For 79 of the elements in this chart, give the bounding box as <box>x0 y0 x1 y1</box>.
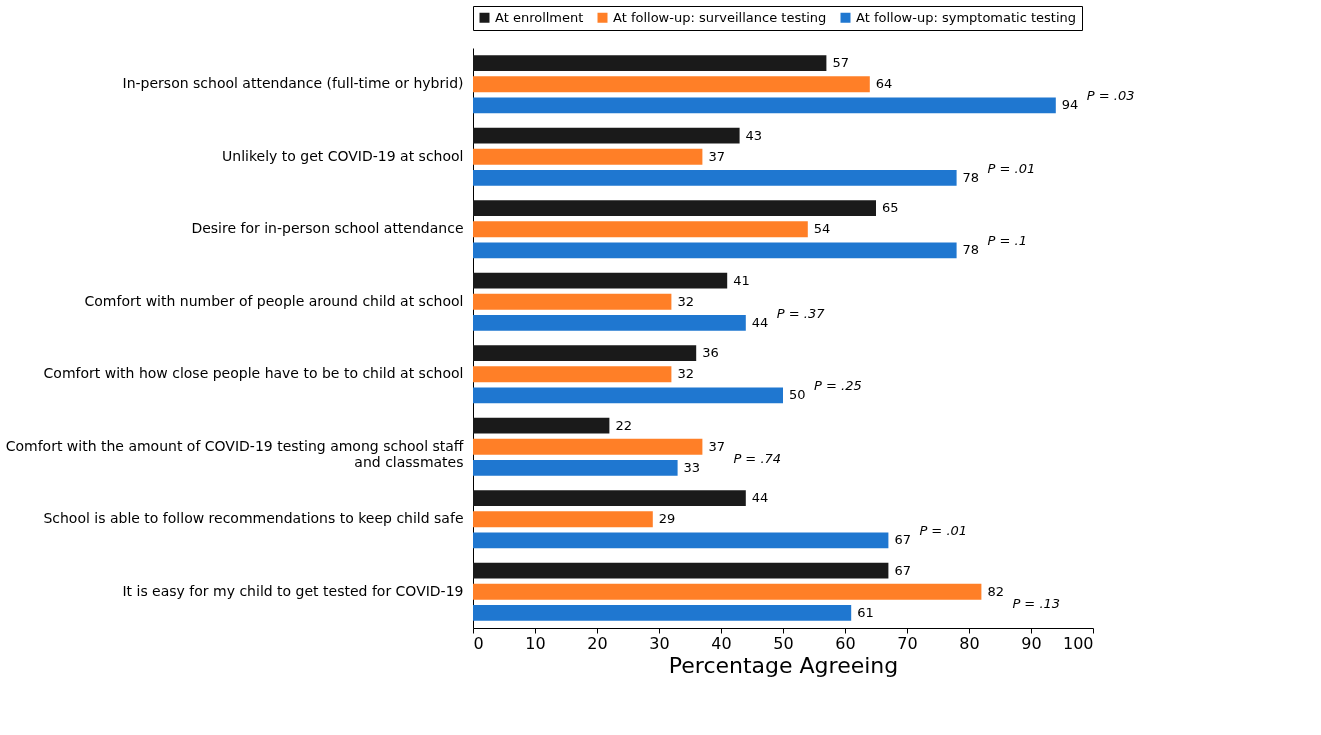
data-label: 44 <box>751 314 769 330</box>
data-label: 67 <box>894 562 911 578</box>
x-tick-label: 80 <box>959 633 980 653</box>
annotation: P = .25 <box>814 378 862 394</box>
annotation: P = .37 <box>776 305 826 321</box>
bar <box>473 438 703 455</box>
bar <box>473 562 889 579</box>
bar <box>473 221 808 238</box>
y-tick-label: Comfort with number of people around child at school <box>84 292 464 309</box>
bar <box>473 242 957 259</box>
bar <box>473 272 728 289</box>
bar <box>473 490 746 507</box>
data-label: 54 <box>813 221 831 237</box>
bar <box>473 366 672 383</box>
data-label: 61 <box>857 604 874 620</box>
data-label: 65 <box>882 200 899 216</box>
y-tick-label: Comfort with the amount of COVID-19 testing among school staff and classmates <box>5 437 464 470</box>
data-label: 50 <box>789 387 806 403</box>
x-tick-label: 70 <box>897 633 918 653</box>
data-label: 57 <box>832 55 849 71</box>
bar <box>473 97 1056 114</box>
bar <box>473 55 827 72</box>
data-label: 37 <box>708 148 725 164</box>
data-label: 78 <box>962 169 980 185</box>
annotation: P = .03 <box>1086 88 1135 104</box>
bar <box>473 200 876 217</box>
x-tick-label: 90 <box>1021 633 1042 653</box>
legend-label: At follow-up: symptomatic testing <box>856 9 1077 25</box>
x-tick-label: 20 <box>587 633 608 653</box>
annotation: P = .1 <box>987 233 1028 249</box>
x-tick-label: 100 <box>1062 633 1094 653</box>
x-axis-title: Percentage Agreeing <box>668 652 899 678</box>
bar <box>473 583 982 600</box>
annotation: P = .01 <box>987 160 1036 176</box>
bar <box>473 532 889 549</box>
y-tick-label: School is able to follow recommendations to keep child safe <box>43 510 464 527</box>
data-label: 43 <box>745 127 763 143</box>
data-label: 37 <box>708 438 725 454</box>
bar <box>473 127 740 144</box>
bar <box>473 293 672 310</box>
data-label: 94 <box>1061 97 1079 113</box>
data-label: 36 <box>702 345 719 361</box>
data-label: 67 <box>894 532 911 548</box>
y-tick-label: Unlikely to get COVID-19 at school <box>222 147 464 164</box>
data-label: 64 <box>875 76 893 92</box>
data-label: 78 <box>962 242 980 258</box>
data-label: 41 <box>733 272 750 288</box>
bar <box>473 387 783 404</box>
x-tick-label: 60 <box>835 633 856 653</box>
data-label: 32 <box>677 366 694 382</box>
data-label: 22 <box>615 417 632 433</box>
annotation: P = .01 <box>919 523 968 539</box>
y-tick-label: In-person school attendance (full-time or hybrid) <box>122 75 464 92</box>
x-tick-label: 10 <box>525 633 546 653</box>
bar <box>473 604 852 621</box>
data-label: 44 <box>751 490 769 506</box>
y-tick-label: Desire for in-person school attendance <box>191 220 464 237</box>
data-label: 32 <box>677 293 694 309</box>
data-label: 29 <box>658 511 676 527</box>
data-label: 33 <box>683 459 701 475</box>
bar <box>473 417 610 434</box>
x-tick-label: 50 <box>773 633 794 653</box>
y-tick-label: It is easy for my child to get tested for COVID-19 <box>122 582 464 599</box>
bar <box>473 76 870 93</box>
bar <box>473 314 746 331</box>
x-tick-label: 40 <box>711 633 732 653</box>
bar <box>473 148 703 165</box>
legend-label: At follow-up: surveillance testing <box>613 9 827 25</box>
bar <box>473 459 678 476</box>
annotation: P = .13 <box>1012 595 1061 611</box>
y-tick-label: Comfort with how close people have to be to child at school <box>43 365 464 382</box>
legend-label: At enrollment <box>495 9 584 25</box>
bar <box>473 511 653 528</box>
bar <box>473 169 957 186</box>
x-tick-label: 0 <box>473 633 484 653</box>
annotation: P = .74 <box>733 450 782 466</box>
data-label: 82 <box>987 583 1004 599</box>
bar <box>473 345 697 362</box>
x-tick-label: 30 <box>649 633 670 653</box>
